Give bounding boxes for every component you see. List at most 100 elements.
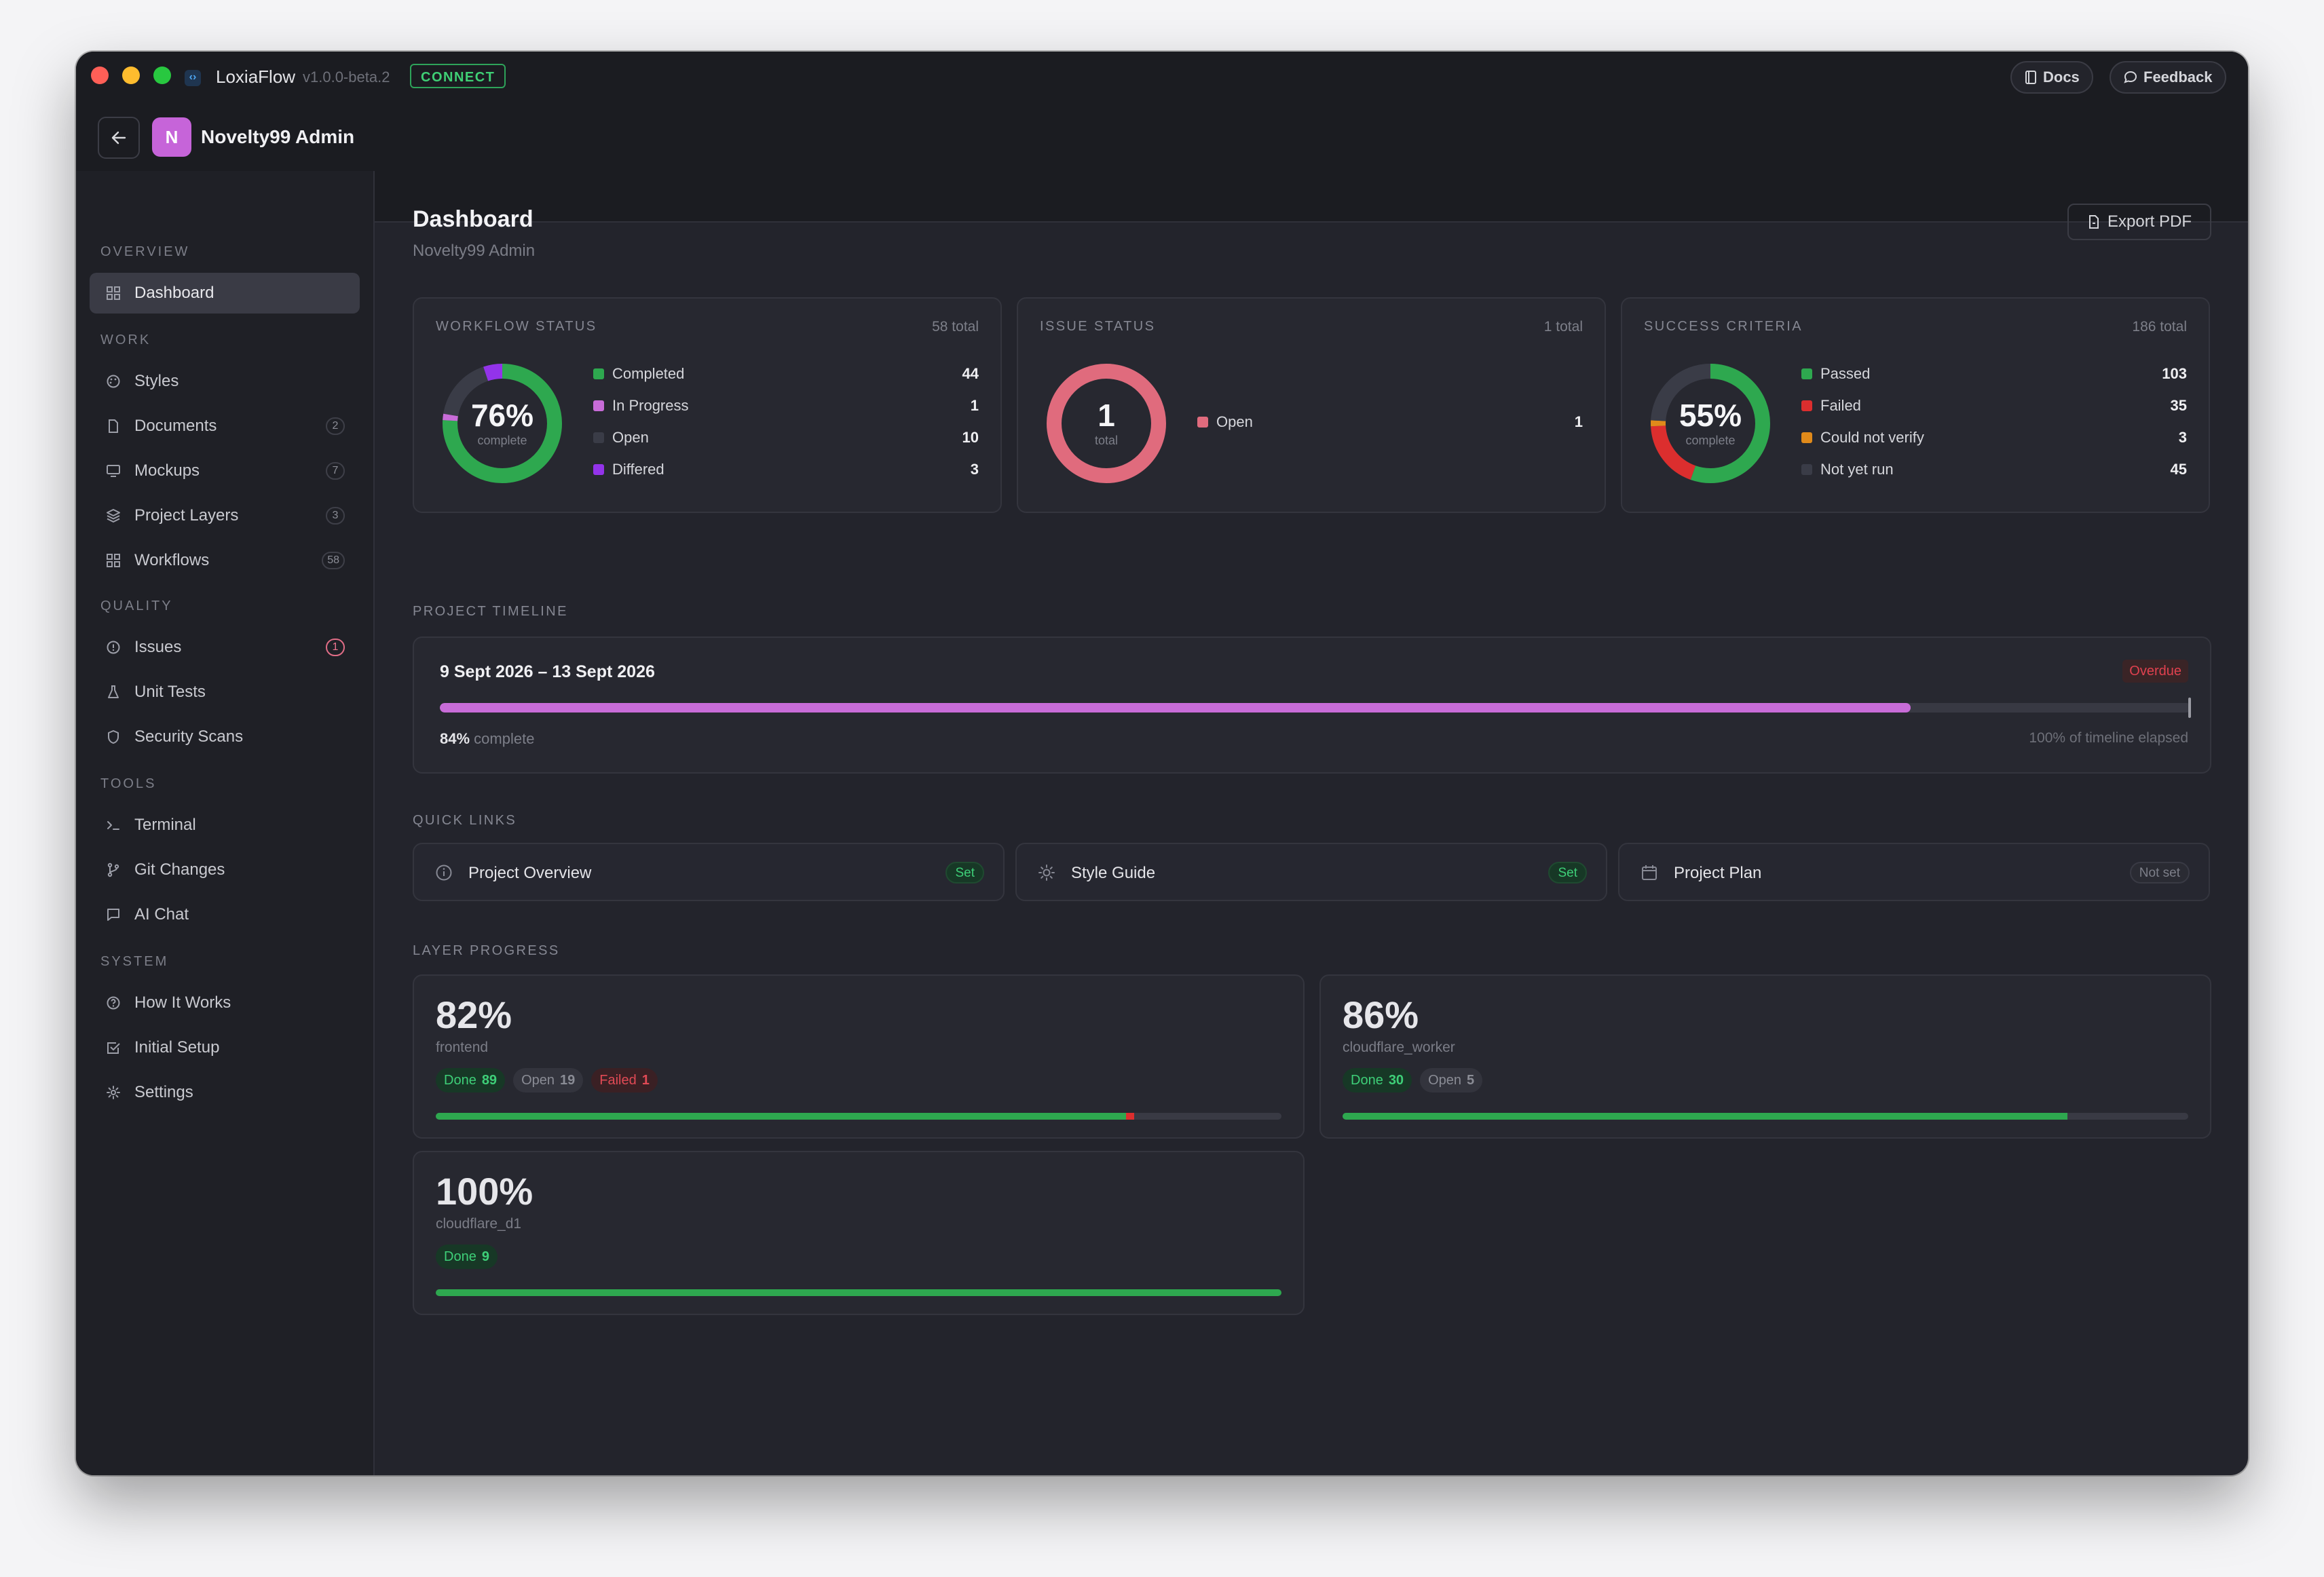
- section-label-tools: TOOLS: [100, 776, 157, 791]
- layer-card-cloudflare-worker[interactable]: 86% cloudflare_worker Done 30 Open 5: [1319, 974, 2211, 1139]
- quick-link-label: Style Guide: [1071, 864, 1156, 882]
- section-label-work: WORK: [100, 332, 151, 347]
- donut-segment-differed: [443, 364, 562, 483]
- sidebar-item-label: Git Changes: [134, 860, 225, 879]
- layer-card-cloudflare-d1[interactable]: 100% cloudflare_d1 Done 9: [413, 1151, 1305, 1315]
- timeline-elapsed: 100% of timeline elapsed: [2029, 730, 2188, 746]
- check-square-icon: [105, 1039, 122, 1057]
- legend-swatch: [1197, 417, 1208, 428]
- legend-swatch: [1801, 400, 1812, 411]
- issue-status-card: ISSUE STATUS 1 total 1 total Open 1: [1017, 297, 1606, 513]
- sun-icon: [1036, 862, 1057, 884]
- page-title: Dashboard: [413, 206, 533, 232]
- quick-link-style-guide[interactable]: Style Guide Set: [1015, 843, 1607, 901]
- donut-caption: complete: [1685, 433, 1736, 447]
- docs-button[interactable]: Docs: [2010, 61, 2093, 94]
- sidebar-item-label: Issues: [134, 638, 182, 656]
- quick-link-project-plan[interactable]: Project Plan Not set: [1618, 843, 2210, 901]
- sidebar-item-git-changes[interactable]: Git Changes: [90, 850, 360, 890]
- chip-label: Open: [1428, 1073, 1461, 1088]
- chip-count: 9: [481, 1249, 489, 1264]
- feedback-button[interactable]: Feedback: [2110, 61, 2226, 94]
- legend-row-in-progress: In Progress 1: [593, 396, 979, 416]
- layer-chips: Done 9: [436, 1244, 498, 1269]
- alert-circle-icon: [105, 639, 122, 656]
- donut-center: 55% complete: [1645, 358, 1776, 489]
- export-pdf-button[interactable]: Export PDF: [2067, 204, 2211, 240]
- sidebar-item-label: Dashboard: [134, 284, 214, 302]
- donut-segment-not-yet-run: [1651, 364, 1770, 483]
- chip-count: 5: [1467, 1073, 1475, 1088]
- palette-icon: [105, 373, 122, 390]
- layer-name: cloudflare_d1: [436, 1216, 522, 1232]
- sidebar-item-label: Workflows: [134, 551, 210, 569]
- sidebar-item-styles[interactable]: Styles: [90, 361, 360, 402]
- layer-name: cloudflare_worker: [1343, 1040, 1455, 1055]
- layers-icon: [105, 507, 122, 525]
- zoom-window-button[interactable]: [153, 66, 171, 84]
- sidebar-item-dashboard[interactable]: Dashboard: [90, 273, 360, 314]
- layer-chips: Done 89 Open 19 Failed 1: [436, 1068, 658, 1092]
- card-total: 1 total: [1543, 319, 1583, 335]
- sidebar-item-documents[interactable]: Documents 2: [90, 406, 360, 446]
- legend-swatch: [593, 464, 604, 475]
- sidebar-item-mockups[interactable]: Mockups 7: [90, 451, 360, 491]
- message-square-icon: [105, 906, 122, 924]
- sidebar-item-security-scans[interactable]: Security Scans: [90, 717, 360, 757]
- close-window-button[interactable]: [91, 66, 109, 84]
- title-bar: ‹› LoxiaFlow v1.0.0-beta.2 CONNECT Docs …: [76, 52, 2248, 103]
- sidebar-item-label: Styles: [134, 372, 179, 390]
- layer-progress-bar: [436, 1289, 1281, 1296]
- done-chip: Done 9: [436, 1244, 498, 1269]
- project-name: Novelty99 Admin: [201, 126, 355, 147]
- card-label: ISSUE STATUS: [1040, 319, 1156, 334]
- quick-link-project-overview[interactable]: Project Overview Set: [413, 843, 1005, 901]
- sidebar-item-issues[interactable]: Issues 1: [90, 627, 360, 668]
- document-icon: [105, 417, 122, 435]
- sidebar-item-initial-setup[interactable]: Initial Setup: [90, 1027, 360, 1068]
- back-button[interactable]: [98, 117, 140, 159]
- minimize-window-button[interactable]: [122, 66, 140, 84]
- legend-swatch: [593, 432, 604, 443]
- open-chip: Open 19: [513, 1068, 584, 1092]
- help-circle-icon: [105, 994, 122, 1012]
- timeline-heading: PROJECT TIMELINE: [413, 604, 568, 619]
- donut-segment-open: [1047, 364, 1166, 483]
- sidebar-item-unit-tests[interactable]: Unit Tests: [90, 672, 360, 712]
- sidebar-item-how-it-works[interactable]: How It Works: [90, 983, 360, 1023]
- sidebar-item-label: Unit Tests: [134, 683, 206, 701]
- timeline-progress-fill: [440, 703, 1911, 712]
- chip-count: 30: [1388, 1073, 1404, 1088]
- chip-count: 19: [560, 1073, 576, 1088]
- workflow-grid-icon: [105, 552, 122, 569]
- sidebar-item-project-layers[interactable]: Project Layers 3: [90, 495, 360, 536]
- donut-value: 1: [1098, 397, 1115, 433]
- flask-icon: [105, 683, 122, 701]
- open-chip: Open 5: [1420, 1068, 1483, 1092]
- sidebar-item-settings[interactable]: Settings: [90, 1072, 360, 1113]
- timeline-progress-bar: [440, 703, 2191, 712]
- grid-icon: [105, 284, 122, 302]
- success-criteria-card: SUCCESS CRITERIA 186 total 55% complete …: [1621, 297, 2210, 513]
- connect-button[interactable]: CONNECT: [410, 64, 506, 88]
- sidebar-item-label: Security Scans: [134, 727, 244, 746]
- workflows-count-badge: 58: [322, 552, 345, 569]
- layer-bar-done-segment: [436, 1113, 1127, 1120]
- sidebar-item-terminal[interactable]: Terminal: [90, 805, 360, 846]
- app-name: LoxiaFlow: [216, 66, 296, 87]
- sidebar-item-label: Documents: [134, 417, 217, 435]
- layer-bar-failed-segment: [1126, 1113, 1134, 1120]
- docs-label: Docs: [2043, 69, 2080, 86]
- legend-label: Passed: [1820, 365, 1871, 382]
- gear-icon: [105, 1084, 122, 1101]
- timeline-today-marker: [2188, 698, 2191, 718]
- donut-value: 76%: [470, 397, 534, 433]
- layer-percent: 100%: [436, 1170, 533, 1213]
- layer-card-frontend[interactable]: 82% frontend Done 89 Open 19 Failed 1: [413, 974, 1305, 1139]
- legend-row-passed: Passed 103: [1801, 364, 2187, 384]
- shield-icon: [105, 728, 122, 746]
- timeline-progress-value: 84%: [440, 730, 470, 747]
- sidebar-item-ai-chat[interactable]: AI Chat: [90, 894, 360, 935]
- sidebar-item-workflows[interactable]: Workflows 58: [90, 540, 360, 581]
- quick-link-status: Not set: [2129, 862, 2190, 884]
